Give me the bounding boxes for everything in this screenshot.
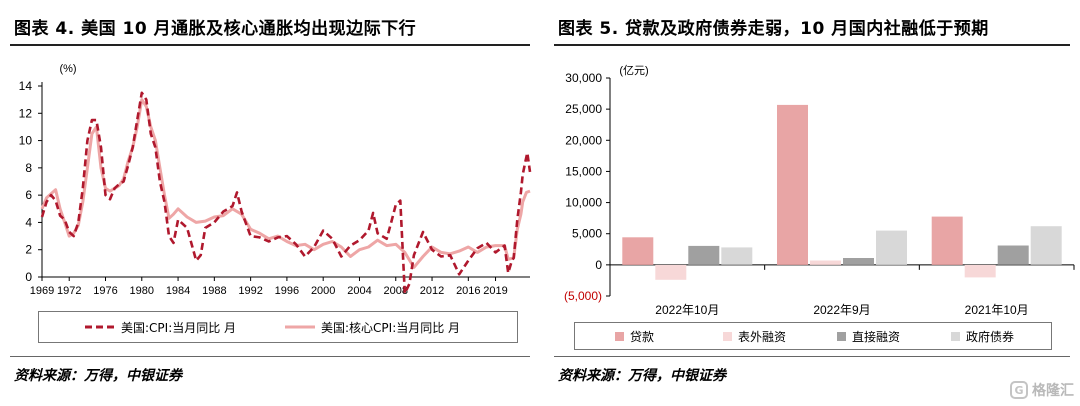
series-line-cpi [40,91,532,295]
left-x-tick-label: 2004 [347,285,371,297]
right-unit-label: (亿元) [619,64,648,77]
bar [843,258,874,265]
left-y-tick-label: 10 [19,134,33,148]
left-y-tick-label: 8 [25,161,32,175]
right-category-label: 2022年9月 [813,303,870,317]
bar [964,264,996,278]
legend-item-cpi: 美国:CPI:当月同比 月 [83,312,236,342]
right-source-rule [554,356,1070,357]
legend-label-cpi: 美国:CPI:当月同比 月 [121,320,237,335]
left-y-tick-label: 12 [19,106,33,120]
right-title-rule [554,44,1070,46]
left-x-tick-label: 1984 [166,285,190,297]
left-x-tick-label: 1972 [57,285,81,297]
left-figure-panel: 图表 4. 美国 10 月通胀及核心通胀均出现边际下行 (%) 0 2 4 6 8 10 12… [10,19,532,384]
legend-swatch-gov [951,331,960,341]
bar [655,264,687,280]
right-y-tick-label: 15,000 [565,164,602,178]
legend-item-offbalance: 表外融资 [723,323,786,349]
left-unit-label: (%) [59,63,76,75]
legend-item-gov: 政府债券 [951,323,1014,349]
legend-label-loans: 贷款 [630,329,655,344]
legend-swatch-offbalance [723,331,732,341]
right-category-label: 2021年10月 [965,303,1029,317]
bar [997,245,1029,265]
right-figure-title: 图表 5. 贷款及政府债券走弱，10 月国内社融低于预期 [558,19,989,39]
left-x-tick-label: 2000 [311,285,335,297]
left-source-rule [10,356,530,357]
bar [721,247,753,265]
watermark-text: 格隆汇 [1032,383,1074,399]
left-figure-title: 图表 4. 美国 10 月通胀及核心通胀均出现边际下行 [14,19,417,39]
series-line-core-cpi [40,98,531,269]
right-category-label: 2022年10月 [655,303,719,317]
left-y-tick-label: 0 [25,270,32,284]
right-y-tick-label: (5,000) [564,289,602,303]
left-x-tick-label: 2016 [456,285,480,297]
left-x-tick-label: 2008 [384,285,408,297]
watermark-logo-icon: G [1010,381,1028,399]
right-y-tick-label: 10,000 [565,196,602,210]
legend-swatch-core-cpi [285,325,315,329]
us-cpi-line-chart: (%) 0 2 4 6 8 10 12 14 1969 1972 1976 1980 1984 1988 19… [19,63,532,297]
social-financing-bar-chart: (亿元) (5,000) 0 5,000 10,000 15,000 20,000 25,00… [564,64,1075,317]
left-y-tick-label: 2 [25,243,32,257]
bar [622,237,654,265]
left-x-tick-label: 2012 [420,285,444,297]
left-y-tick-label: 4 [25,215,32,229]
right-y-tick-label: 30,000 [565,71,602,85]
bar [931,216,963,265]
right-figure-panel: 图表 5. 贷款及政府债券走弱，10 月国内社融低于预期 (亿元) (5,000)… [544,0,1080,406]
right-source-note: 资料来源：万得，中银证券 [558,368,726,384]
left-title-rule [10,44,530,46]
legend-swatch-cpi [85,325,115,329]
right-y-tick-label: 25,000 [565,102,602,116]
right-y-tick-label: 5,000 [572,227,602,241]
bar [1030,226,1062,265]
left-legend: 美国:CPI:当月同比 月 美国:核心CPI:当月同比 月 [38,311,518,343]
left-y-tick-label: 14 [19,79,33,93]
right-y-tick-label: 20,000 [565,133,602,147]
legend-item-core-cpi: 美国:核心CPI:当月同比 月 [283,312,460,342]
bar [688,245,720,265]
right-legend: 贷款 表外融资 直接融资 政府债券 [574,322,1052,350]
left-x-tick-label: 1969 [30,285,54,297]
left-x-tick-label: 1996 [275,285,299,297]
left-x-tick-label: 1976 [93,285,117,297]
left-x-tick-label: 1992 [238,285,262,297]
watermark: G 格隆汇 [1010,380,1074,400]
legend-label-direct: 直接融资 [852,329,901,344]
legend-item-loans: 贷款 [615,323,654,349]
left-x-tick-label: 2019 [483,285,507,297]
bar [876,230,907,265]
legend-swatch-direct [837,331,846,341]
left-x-tick-label: 1988 [202,285,226,297]
right-y-tick-label: 0 [595,258,602,272]
legend-item-direct: 直接融资 [837,323,900,349]
left-x-tick-label: 1980 [130,285,154,297]
legend-label-offbalance: 表外融资 [738,329,787,344]
legend-label-gov: 政府债券 [966,329,1015,344]
bar [810,260,841,265]
bar [777,104,808,265]
left-y-tick-label: 6 [25,188,32,202]
left-source-note: 资料来源：万得，中银证券 [14,368,182,384]
legend-label-core-cpi: 美国:核心CPI:当月同比 月 [321,320,461,335]
legend-swatch-loans [615,331,624,341]
